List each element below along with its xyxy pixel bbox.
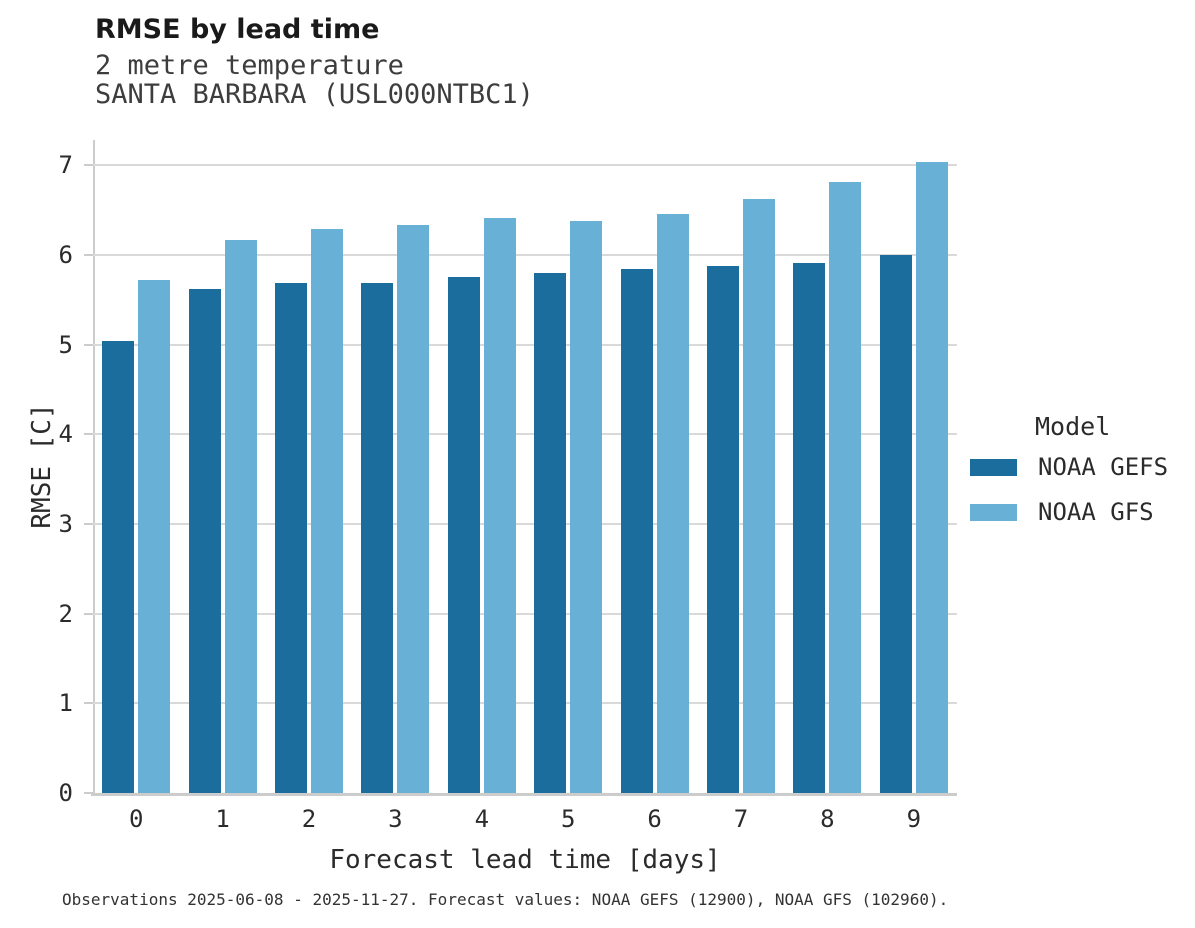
plot-area: 0 1 2 3 4 5 6 7 0 1 2 3 4 5 6 7 8 9 [59, 140, 957, 833]
y-tick-label: 3 [58, 509, 73, 538]
bar-group-lead-9 [871, 140, 957, 793]
x-tick-label: 3 [388, 805, 403, 833]
bar-noaa-gefs-lead-6 [620, 269, 653, 793]
bar-group-lead-4 [439, 140, 525, 793]
x-tick-label: 1 [215, 805, 230, 833]
y-tick [84, 702, 93, 705]
bar-group-lead-0 [93, 140, 179, 793]
footnote: Observations 2025-06-08 - 2025-11-27. Fo… [62, 890, 949, 909]
chart-subtitle-variable: 2 metre temperature [95, 50, 404, 81]
legend-title: Model [1035, 412, 1111, 441]
bar-noaa-gefs-lead-7 [706, 266, 739, 793]
bar-noaa-gefs-lead-9 [879, 254, 912, 793]
bar-group-lead-8 [784, 140, 870, 793]
y-axis-spine [93, 140, 95, 793]
bar-noaa-gfs-lead-8 [829, 182, 862, 793]
y-axis-title: RMSE [C] [27, 403, 57, 529]
x-axis-line [91, 793, 957, 796]
y-tick [84, 343, 93, 346]
bar-noaa-gefs-lead-3 [361, 282, 394, 793]
y-tick [84, 522, 93, 525]
bar-group-lead-1 [179, 140, 265, 793]
x-axis-title: Forecast lead time [days] [329, 845, 721, 875]
x-tick-label: 4 [474, 805, 490, 833]
x-tick-label: 0 [128, 805, 144, 833]
y-tick [84, 792, 93, 794]
bar-group-lead-3 [352, 140, 438, 793]
bar-noaa-gefs-lead-4 [447, 277, 480, 793]
bar-noaa-gfs-lead-2 [310, 228, 343, 793]
chart-subtitle-station: SANTA BARBARA (USL000NTBC1) [95, 79, 534, 110]
x-tick-label: 2 [301, 805, 317, 833]
y-tick-label: 7 [58, 151, 73, 180]
bar-noaa-gfs-lead-4 [483, 218, 516, 793]
legend-swatch-noaa-gefs-icon [970, 458, 1017, 476]
gridline [93, 612, 957, 615]
bar-noaa-gefs-lead-8 [793, 262, 826, 793]
legend-item-noaa-gfs: NOAA GFS [970, 498, 1190, 526]
y-tick [84, 433, 93, 436]
y-tick [84, 612, 93, 615]
y-tick-label: 4 [58, 420, 73, 449]
y-tick-label: 1 [58, 689, 73, 718]
bar-noaa-gfs-lead-5 [570, 220, 603, 793]
bar-group-lead-6 [611, 140, 697, 793]
legend-label: NOAA GEFS [1038, 453, 1169, 481]
gridline [93, 343, 957, 346]
bar-noaa-gfs-lead-9 [915, 161, 948, 793]
y-tick [84, 253, 93, 256]
bar-noaa-gefs-lead-1 [188, 288, 221, 793]
y-tick-label: 6 [58, 240, 73, 269]
y-tick-label: 5 [58, 330, 73, 359]
x-tick-label: 8 [820, 805, 835, 833]
gridline [93, 253, 957, 256]
gridline [93, 433, 957, 436]
gridline [93, 164, 957, 167]
bar-noaa-gfs-lead-6 [656, 213, 689, 793]
legend: Model NOAA GEFS NOAA GFS [970, 412, 1190, 543]
chart-title: RMSE by lead time [95, 14, 380, 45]
y-tick [84, 164, 93, 167]
x-tick-label: 6 [647, 805, 662, 833]
gridline [93, 702, 957, 705]
bar-noaa-gfs-lead-0 [138, 279, 171, 793]
y-tick-label: 2 [58, 599, 73, 628]
legend-item-noaa-gefs: NOAA GEFS [970, 453, 1190, 481]
x-tick-label: 7 [733, 805, 749, 833]
legend-swatch-noaa-gfs-icon [970, 503, 1017, 521]
bar-group-lead-2 [266, 140, 352, 793]
bar-noaa-gefs-lead-0 [102, 340, 135, 793]
bar-noaa-gfs-lead-7 [742, 199, 775, 793]
bar-noaa-gfs-lead-1 [224, 239, 257, 793]
bar-noaa-gefs-lead-2 [274, 282, 307, 793]
x-tick-label: 5 [560, 805, 576, 833]
gridline [93, 522, 957, 525]
bar-noaa-gefs-lead-5 [534, 272, 567, 793]
bar-group-lead-5 [525, 140, 611, 793]
bar-noaa-gfs-lead-3 [397, 225, 430, 793]
y-tick-label: 0 [58, 779, 73, 807]
x-tick-label: 9 [906, 805, 922, 833]
legend-label: NOAA GFS [1038, 498, 1154, 526]
bar-group-lead-7 [698, 140, 784, 793]
